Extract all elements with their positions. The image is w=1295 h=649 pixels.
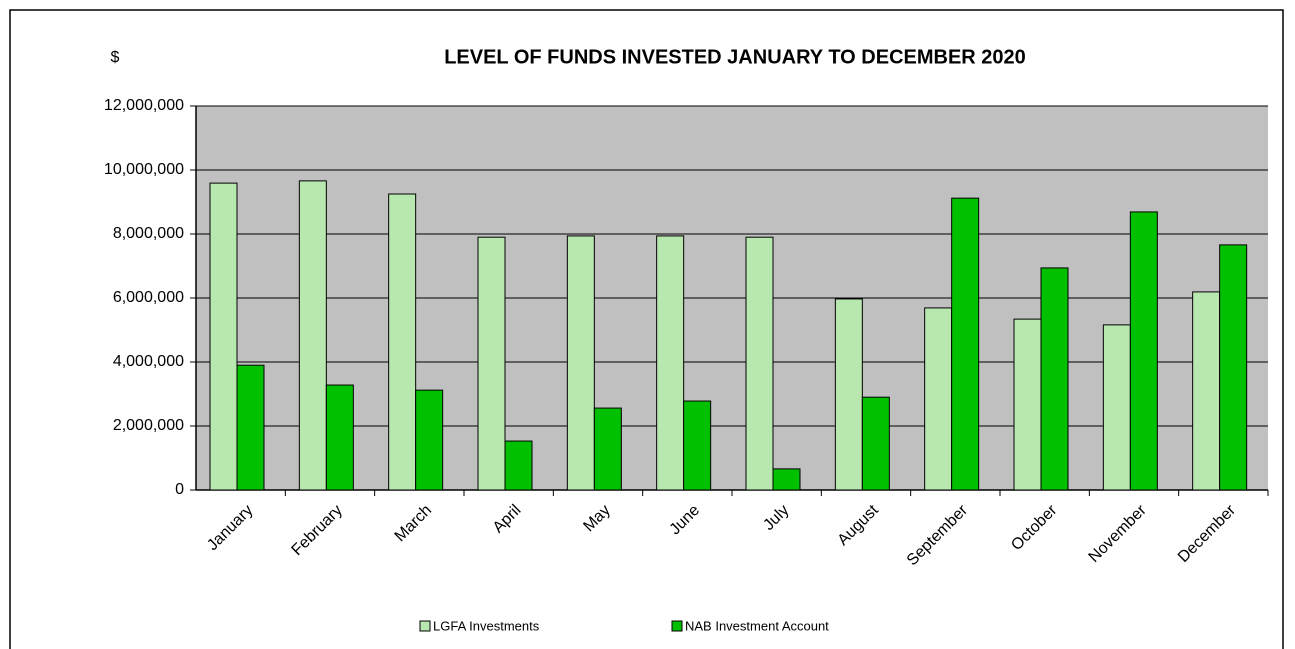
bar <box>388 193 417 491</box>
bar <box>566 235 595 491</box>
bar <box>656 235 685 491</box>
bar <box>209 182 238 491</box>
y-tick-label: 0 <box>175 481 184 498</box>
bar <box>298 180 327 491</box>
bar <box>1192 291 1221 491</box>
y-tick-label: 12,000,000 <box>104 97 184 114</box>
bar <box>1102 324 1131 491</box>
bar <box>951 197 980 491</box>
legend-label: NAB Investment Account <box>685 618 829 633</box>
y-tick-label: 2,000,000 <box>113 417 184 434</box>
bar <box>1129 211 1158 491</box>
bar <box>1040 267 1069 491</box>
bar <box>834 298 863 491</box>
legend-swatch <box>671 620 683 632</box>
y-tick-label: 4,000,000 <box>113 353 184 370</box>
bar <box>415 389 444 491</box>
y-axis-label: $ <box>111 49 120 66</box>
bar <box>745 236 774 491</box>
bar <box>236 364 265 491</box>
bar <box>593 407 622 491</box>
legend-label: LGFA Investments <box>433 618 540 633</box>
bar <box>1219 244 1248 491</box>
chart-title: LEVEL OF FUNDS INVESTED JANUARY TO DECEM… <box>444 46 1026 68</box>
y-tick-label: 10,000,000 <box>104 161 184 178</box>
bar <box>325 384 354 491</box>
bar <box>683 400 712 491</box>
bar <box>477 236 506 491</box>
y-tick-label: 6,000,000 <box>113 289 184 306</box>
bar <box>504 440 533 491</box>
bar <box>1013 318 1042 491</box>
legend-swatch <box>419 620 431 632</box>
bar <box>861 396 890 491</box>
bar <box>924 307 953 491</box>
bar <box>772 468 801 491</box>
y-tick-label: 8,000,000 <box>113 225 184 242</box>
